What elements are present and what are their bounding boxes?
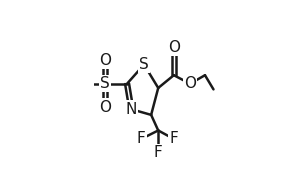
Text: O: O — [168, 40, 180, 55]
Text: S: S — [139, 57, 149, 72]
Text: N: N — [126, 102, 137, 117]
Text: S: S — [82, 76, 92, 91]
Text: S: S — [100, 76, 110, 91]
Text: F: F — [169, 131, 178, 146]
Text: O: O — [99, 100, 111, 115]
Text: O: O — [99, 53, 111, 68]
Text: O: O — [184, 76, 196, 91]
Text: F: F — [154, 145, 163, 160]
Text: F: F — [137, 131, 146, 146]
